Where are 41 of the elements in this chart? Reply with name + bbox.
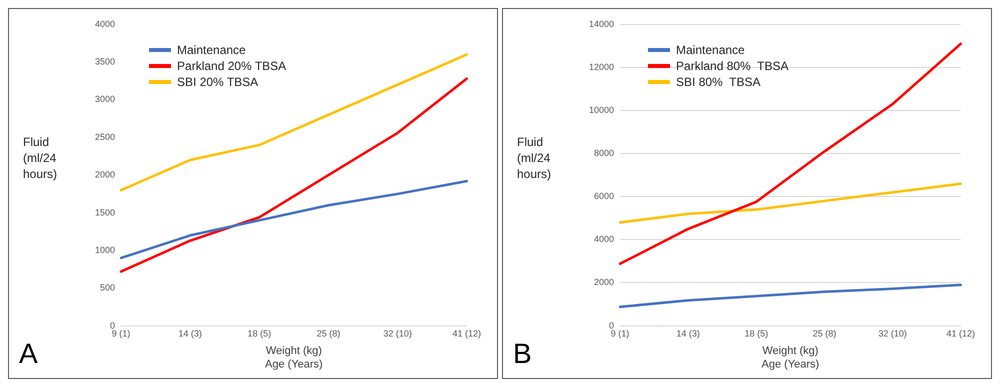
x-tick-label: 32 (10) [878, 328, 907, 339]
y-tick-label: 1000 [94, 244, 116, 255]
y-tick-label: 3000 [94, 94, 116, 104]
y-tick-label: 6000 [594, 191, 614, 202]
y-tick-label: 2000 [94, 170, 116, 180]
y-tick-label: 4000 [594, 234, 614, 244]
x-tick-label: 14 (3) [676, 328, 700, 339]
y-tick-label: 14000 [588, 18, 614, 29]
legend-label: Parkland 20% TBSA [177, 58, 286, 74]
y-tick-label: 2500 [94, 132, 116, 142]
text: A [19, 338, 38, 370]
text: B [513, 338, 532, 370]
x-tick-label: 25 (8) [812, 328, 836, 339]
legend-label: Maintenance [177, 42, 246, 58]
x-tick-label: 18 (5) [744, 328, 768, 339]
legend-label: Maintenance [676, 42, 745, 58]
x-tick-label: 18 (5) [248, 328, 272, 339]
y-tick-label: 0 [609, 320, 614, 330]
y-tick-label: 4000 [94, 18, 116, 29]
x-axis-title: Weight (kg) Age (Years) [762, 345, 820, 370]
y-tick-label: 1500 [94, 207, 116, 218]
y-tick-label: 12000 [588, 62, 614, 72]
y-tick-label: 0 [110, 320, 116, 330]
x-tick-label: 9 (1) [112, 328, 130, 339]
y-tick-label: 2000 [594, 277, 614, 288]
x-tick-label: 25 (8) [316, 328, 340, 339]
x-tick-label: 9 (1) [610, 328, 630, 339]
y-axis-title: Fluid (ml/24 hours) [516, 134, 552, 182]
y-axis-title: Fluid (ml/24 hours) [22, 134, 58, 182]
x-tick-label: 32 (10) [383, 328, 412, 339]
legend-label: SBI 80% TBSA [676, 74, 761, 90]
x-tick-label: 14 (3) [178, 328, 202, 339]
y-tick-label: 3500 [94, 56, 116, 67]
y-tick-label: 10000 [588, 105, 614, 115]
x-tick-label: 41 (12) [452, 328, 482, 339]
legend-label: Parkland 80% TBSA [676, 58, 789, 74]
x-tick-label: 41 (12) [946, 328, 976, 339]
x-axis-title: Weight (kg) Age (Years) [265, 345, 323, 370]
y-tick-label: 8000 [594, 148, 614, 158]
legend-label: SBI 20% TBSA [177, 74, 258, 90]
y-tick-label: 500 [100, 282, 116, 293]
